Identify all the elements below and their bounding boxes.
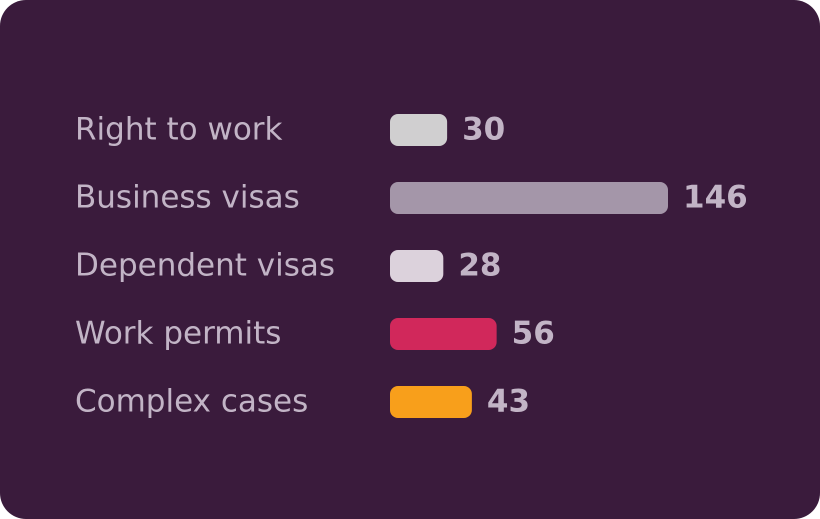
bar (390, 182, 668, 214)
value-label: 56 (512, 316, 555, 352)
value-label: 30 (462, 112, 505, 148)
value-label: 28 (458, 248, 501, 284)
category-label: Complex cases (75, 384, 308, 420)
bar (390, 318, 497, 350)
category-label: Dependent visas (75, 248, 335, 284)
value-label: 43 (487, 384, 530, 420)
value-label: 146 (683, 180, 748, 216)
category-label: Work permits (75, 316, 281, 352)
bar (390, 386, 472, 418)
category-label: Right to work (75, 112, 283, 148)
bar (390, 250, 444, 282)
bar (390, 114, 448, 146)
category-label: Business visas (75, 180, 300, 216)
